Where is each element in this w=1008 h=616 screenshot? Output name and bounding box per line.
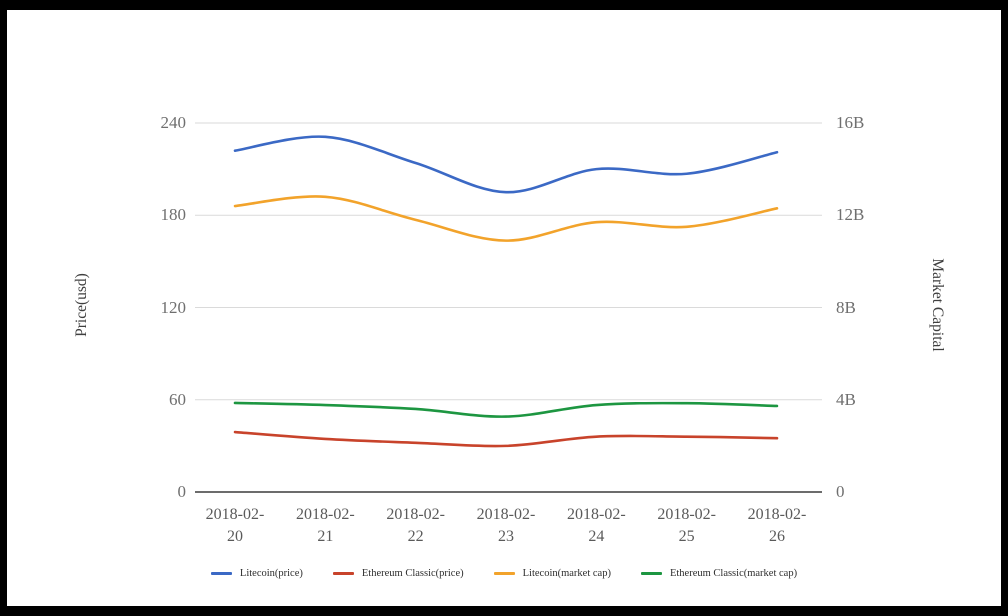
x-axis-label: 2018-02- 24 bbox=[567, 506, 626, 545]
x-axis-label: 2018-02- 20 bbox=[205, 506, 265, 545]
series-line-1 bbox=[233, 430, 779, 448]
legend: Litecoin(price) Ethereum Classic(price) Li… bbox=[7, 568, 1001, 579]
x-axis-label: 2018-02- 26 bbox=[747, 506, 807, 545]
x-axis-label: 2018-02- 23 bbox=[476, 506, 536, 545]
legend-label: Litecoin(price) bbox=[239, 568, 303, 579]
legend-swatch bbox=[332, 572, 354, 575]
right-axis-title: Market Capital bbox=[929, 258, 946, 352]
left-tick-label: 120 bbox=[160, 297, 187, 317]
legend-swatch bbox=[640, 572, 662, 575]
left-tick-label: 0 bbox=[177, 482, 187, 501]
right-tick-label: 12B bbox=[836, 205, 865, 225]
right-tick-label: 4B bbox=[836, 389, 856, 409]
legend-item-0[interactable]: Litecoin(price) bbox=[210, 568, 303, 579]
legend-swatch bbox=[210, 572, 232, 575]
series-line-2 bbox=[233, 195, 779, 242]
x-axis-label: 2018-02- 22 bbox=[386, 506, 445, 545]
x-axis-label: 2018-02- 25 bbox=[657, 506, 716, 545]
x-axis-label: 2018-02- 21 bbox=[296, 506, 355, 545]
legend-label: Litecoin(market cap) bbox=[522, 568, 611, 579]
series-line-0 bbox=[233, 135, 779, 194]
legend-swatch bbox=[493, 572, 515, 575]
legend-item-1[interactable]: Ethereum Classic(price) bbox=[332, 568, 464, 579]
chart-canvas: 0 60 120 180 240 0 4B 8B 12B 16B 2018-02- 20 2018… bbox=[7, 10, 1001, 606]
left-tick-label: 60 bbox=[169, 389, 186, 409]
legend-label: Ethereum Classic(market cap) bbox=[669, 568, 798, 579]
series-line-3 bbox=[233, 401, 779, 418]
legend-label: Ethereum Classic(price) bbox=[361, 568, 464, 579]
left-tick-label: 240 bbox=[160, 113, 187, 132]
legend-item-2[interactable]: Litecoin(market cap) bbox=[493, 568, 611, 579]
right-tick-label: 8B bbox=[836, 297, 856, 317]
right-tick-label: 0 bbox=[836, 482, 845, 501]
line-chart-plot bbox=[195, 122, 822, 493]
right-tick-label: 16B bbox=[836, 113, 865, 132]
left-axis-title: Price(usd) bbox=[73, 273, 90, 337]
legend-item-3[interactable]: Ethereum Classic(market cap) bbox=[640, 568, 798, 579]
left-tick-label: 180 bbox=[160, 205, 187, 225]
